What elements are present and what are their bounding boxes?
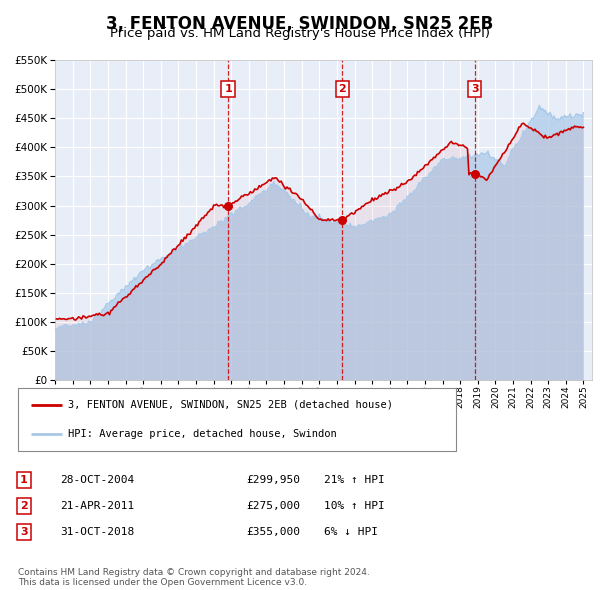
Text: 1: 1 bbox=[224, 84, 232, 94]
Text: £355,000: £355,000 bbox=[246, 527, 300, 537]
Text: £299,950: £299,950 bbox=[246, 475, 300, 485]
Text: 6% ↓ HPI: 6% ↓ HPI bbox=[324, 527, 378, 537]
Text: 2: 2 bbox=[338, 84, 346, 94]
Text: This data is licensed under the Open Government Licence v3.0.: This data is licensed under the Open Gov… bbox=[18, 578, 307, 587]
Text: 3, FENTON AVENUE, SWINDON, SN25 2EB (detached house): 3, FENTON AVENUE, SWINDON, SN25 2EB (det… bbox=[68, 400, 394, 410]
Text: Contains HM Land Registry data © Crown copyright and database right 2024.: Contains HM Land Registry data © Crown c… bbox=[18, 568, 370, 577]
Text: 21% ↑ HPI: 21% ↑ HPI bbox=[324, 475, 385, 485]
Text: 3: 3 bbox=[471, 84, 479, 94]
Text: 3, FENTON AVENUE, SWINDON, SN25 2EB: 3, FENTON AVENUE, SWINDON, SN25 2EB bbox=[106, 15, 494, 33]
Text: 2: 2 bbox=[20, 501, 28, 511]
Text: 21-APR-2011: 21-APR-2011 bbox=[60, 501, 134, 511]
Text: £275,000: £275,000 bbox=[246, 501, 300, 511]
Text: 31-OCT-2018: 31-OCT-2018 bbox=[60, 527, 134, 537]
Text: 28-OCT-2004: 28-OCT-2004 bbox=[60, 475, 134, 485]
Text: 10% ↑ HPI: 10% ↑ HPI bbox=[324, 501, 385, 511]
Text: 1: 1 bbox=[20, 475, 28, 485]
Text: 3: 3 bbox=[20, 527, 28, 537]
FancyBboxPatch shape bbox=[18, 388, 456, 451]
Text: Price paid vs. HM Land Registry's House Price Index (HPI): Price paid vs. HM Land Registry's House … bbox=[110, 27, 490, 40]
Text: HPI: Average price, detached house, Swindon: HPI: Average price, detached house, Swin… bbox=[68, 429, 337, 439]
